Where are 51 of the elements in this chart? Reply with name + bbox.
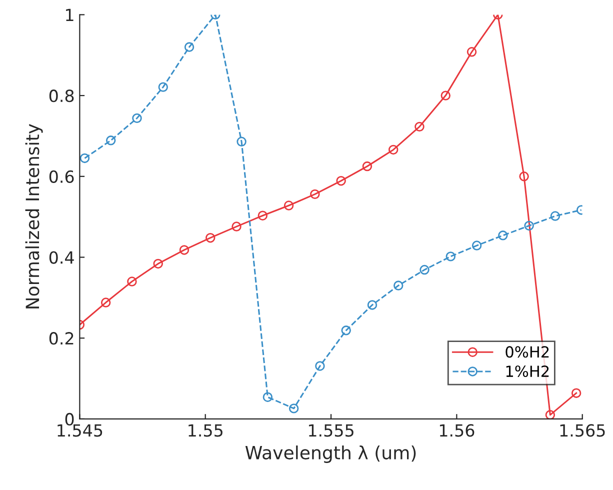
point <box>394 280 404 290</box>
point <box>519 172 529 182</box>
x-tick-label: 1.55 <box>188 424 222 437</box>
point <box>388 144 398 155</box>
point <box>466 47 477 57</box>
point <box>367 300 378 310</box>
y-tick-label: 0 <box>65 412 74 426</box>
y-tick-label: 1 <box>66 8 74 22</box>
point <box>184 42 194 52</box>
point <box>420 264 430 275</box>
point <box>232 222 242 232</box>
point <box>524 220 534 231</box>
point <box>158 82 168 92</box>
x-tick-label: 1.56 <box>440 424 474 437</box>
legend-label: 1%H2 <box>506 365 549 378</box>
point <box>545 410 556 419</box>
y-axis-title: Normalized Intensity <box>25 124 43 308</box>
y-tick-label: 0.8 <box>49 90 74 102</box>
y-tick-label: 0.4 <box>49 251 74 264</box>
point <box>153 258 163 269</box>
point <box>288 404 299 414</box>
point <box>206 232 216 243</box>
point <box>132 113 142 124</box>
point <box>498 230 508 240</box>
point <box>100 298 111 308</box>
x-tick-label: 1.555 <box>308 424 354 437</box>
x-tick-label: 1.545 <box>58 424 102 437</box>
point <box>446 252 456 262</box>
point <box>236 136 246 146</box>
point <box>262 392 273 402</box>
point <box>571 388 582 398</box>
point <box>472 240 482 250</box>
point <box>362 161 372 172</box>
y-tick-label: 0.6 <box>49 170 74 183</box>
point <box>127 276 137 286</box>
point <box>258 210 268 220</box>
point <box>440 90 450 100</box>
point <box>315 361 325 371</box>
x-tick-label: 1.565 <box>560 424 605 437</box>
point <box>284 200 294 210</box>
point <box>336 176 346 186</box>
point <box>310 189 320 200</box>
point <box>341 326 351 336</box>
point <box>179 245 190 255</box>
point <box>106 136 116 146</box>
x-axis-title: Wavelength λ (um) <box>245 445 416 463</box>
legend-label: 0%H2 <box>506 346 549 358</box>
point <box>80 153 90 164</box>
y-tick-label: 0.2 <box>49 332 74 345</box>
point <box>414 122 424 132</box>
point <box>550 211 560 221</box>
